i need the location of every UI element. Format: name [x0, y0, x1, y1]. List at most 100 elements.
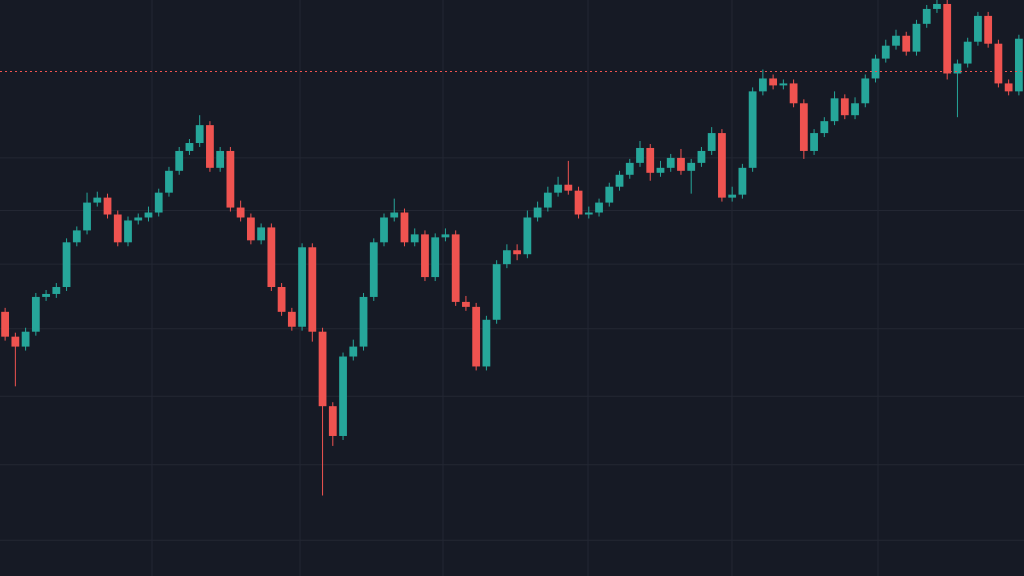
- candle-body: [400, 212, 409, 243]
- candle-body: [707, 133, 716, 151]
- candle-body: [277, 287, 286, 312]
- candle-body: [656, 167, 665, 173]
- candle-body: [154, 192, 163, 213]
- candle-body: [687, 162, 696, 171]
- candle-body: [625, 162, 634, 175]
- candle-body: [62, 242, 71, 288]
- candle-body: [431, 237, 440, 278]
- candle-body: [902, 35, 911, 52]
- candle-body: [451, 234, 460, 302]
- candle-body: [441, 234, 450, 238]
- candle-body: [584, 212, 593, 215]
- candle-body: [410, 234, 419, 243]
- candle-body: [646, 147, 655, 173]
- candle-body: [165, 170, 173, 193]
- candle-body: [748, 91, 757, 168]
- candle-body: [922, 8, 931, 24]
- candle-body: [943, 3, 952, 74]
- candle-body: [779, 83, 788, 86]
- candle-body: [994, 43, 1003, 84]
- candle-body: [308, 247, 317, 332]
- candle-body: [933, 3, 941, 9]
- candle-body: [697, 150, 706, 163]
- candle-body: [851, 103, 859, 116]
- candle-body: [881, 45, 890, 59]
- candle-body: [799, 103, 808, 151]
- candle-body: [318, 331, 327, 407]
- candle-body: [246, 217, 255, 241]
- candle-body: [728, 194, 737, 198]
- candle-body: [11, 336, 20, 347]
- candle-body: [226, 150, 235, 208]
- candle-body: [216, 150, 225, 168]
- candle-body: [52, 287, 61, 294]
- candle-body: [144, 212, 153, 218]
- candle-body: [636, 147, 644, 163]
- candle-body: [718, 133, 726, 198]
- candle-body: [134, 217, 143, 221]
- candle-body: [789, 83, 798, 104]
- candle-body: [93, 197, 102, 203]
- candle-body: [339, 356, 347, 436]
- candle-body: [840, 98, 849, 116]
- candle-body: [1014, 38, 1023, 92]
- candle-body: [287, 311, 296, 327]
- candle-body: [31, 296, 40, 332]
- candle-body: [738, 167, 747, 195]
- candle-body: [984, 15, 993, 44]
- candle-body: [1004, 83, 1013, 92]
- candle-body: [963, 41, 972, 64]
- candle-body: [912, 23, 921, 52]
- candle-body: [103, 197, 112, 215]
- candle-body: [974, 15, 982, 42]
- candle-body: [810, 133, 818, 151]
- candle-body: [820, 121, 829, 134]
- candle-body: [769, 78, 778, 86]
- candle-body: [513, 250, 522, 255]
- candle-body: [533, 207, 542, 218]
- candle-body: [113, 214, 122, 243]
- candle-body: [42, 293, 50, 297]
- candle-body: [369, 242, 378, 297]
- candle-body: [666, 157, 675, 168]
- candle-body: [298, 247, 306, 327]
- candle-body: [359, 296, 368, 347]
- candle-body: [472, 306, 481, 367]
- candle-body: [502, 250, 511, 265]
- candle-body: [267, 227, 276, 288]
- candle-body: [830, 98, 839, 122]
- candle-body: [615, 174, 624, 187]
- candle-body: [390, 212, 399, 218]
- candle-body: [206, 125, 214, 168]
- candle-body: [758, 78, 767, 92]
- candle-body: [953, 63, 962, 74]
- candle-body: [175, 150, 184, 171]
- candle-body: [124, 220, 132, 243]
- candle-body: [554, 184, 562, 193]
- candle-body: [892, 35, 900, 46]
- candle-body: [574, 190, 583, 215]
- candle-body: [523, 217, 532, 255]
- candle-body: [185, 143, 194, 151]
- candle-body: [595, 202, 603, 213]
- candle-body: [871, 58, 880, 79]
- candle-body: [349, 346, 358, 357]
- candle-body: [421, 234, 429, 278]
- candle-body: [564, 184, 573, 191]
- candle-body: [1, 311, 10, 337]
- candle-body: [72, 230, 81, 243]
- candle-body: [380, 217, 388, 243]
- candle-body: [195, 125, 204, 144]
- candle-body: [492, 264, 501, 320]
- candle-body: [257, 227, 266, 241]
- candle-body: [462, 301, 470, 307]
- candle-body: [482, 319, 491, 367]
- candle-body: [861, 78, 870, 104]
- candle-body: [328, 406, 337, 436]
- candle-body: [543, 192, 552, 208]
- candle-body: [236, 207, 245, 218]
- candle-body: [677, 157, 685, 171]
